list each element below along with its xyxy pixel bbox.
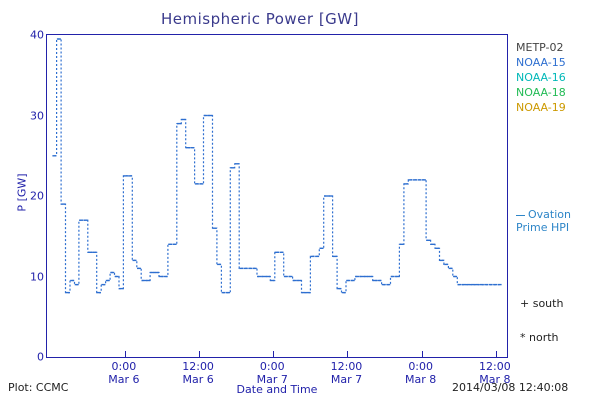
ovation-label-line2: Prime HPI <box>516 221 570 234</box>
x-axis-tick-mark <box>421 351 423 357</box>
x-axis-tick-label: 0:00 Mar 6 <box>89 360 159 386</box>
x-tick-date: Mar 7 <box>256 373 288 386</box>
legend-item-metp-02: METP-02 <box>516 41 564 54</box>
x-axis-tick-mark <box>199 351 201 357</box>
x-tick-date: Mar 6 <box>182 373 214 386</box>
x-tick-time: 0:00 <box>408 360 434 373</box>
y-axis-tick-label: 10 <box>30 270 44 283</box>
x-tick-date: Mar 6 <box>108 373 140 386</box>
x-axis-tick-mark <box>273 351 275 357</box>
x-axis-tick-mark <box>124 351 126 357</box>
x-axis-title: Date and Time <box>236 383 318 396</box>
ovation-label-line1: Ovation <box>528 208 571 221</box>
legend: METP-02 NOAA-15 NOAA-16 NOAA-18 NOAA-19 <box>516 40 600 115</box>
y-axis-tick-label: 0 <box>37 350 44 364</box>
x-axis-tick-label: 12:00 Mar 7 <box>311 360 381 386</box>
x-tick-date: Mar 8 <box>479 373 511 386</box>
x-tick-date: Mar 7 <box>330 373 363 386</box>
legend-item-noaa-18: NOAA-18 <box>516 86 566 99</box>
chart-title: Hemispheric Power [GW] <box>161 10 359 28</box>
plot-frame <box>46 34 508 358</box>
x-axis-tick-label: 0:00 Mar 8 <box>386 360 456 386</box>
x-axis-tick-label: 12:00 Mar 6 <box>163 360 233 386</box>
x-tick-time: 12:00 <box>330 360 363 373</box>
x-tick-time: 12:00 <box>182 360 214 373</box>
legend-item-noaa-15: NOAA-15 <box>516 56 566 69</box>
x-axis-tick-label: 12:00 Mar 8 <box>460 360 530 386</box>
x-axis-tick-label: 0:00 Mar 7 <box>237 360 307 386</box>
legend-ovation-prime: Ovation Prime HPI <box>516 208 600 234</box>
y-axis-tick-label: 30 <box>30 109 44 122</box>
ovation-line-swatch <box>516 214 525 216</box>
plot-area <box>47 35 507 357</box>
footer-plot-credit: Plot: CCMC <box>8 381 69 394</box>
data-series-svg <box>52 38 502 294</box>
legend-marker-north: * north <box>520 331 559 344</box>
series-line-noaa-15 <box>54 38 500 294</box>
footer-timestamp: 2014/03/08 12:40:08 <box>452 381 569 394</box>
y-axis-ticks: 0 10 20 30 40 <box>4 29 44 364</box>
x-tick-time: 12:00 <box>479 360 511 373</box>
x-axis-tick-mark <box>347 351 349 357</box>
legend-item-noaa-19: NOAA-19 <box>516 101 566 114</box>
x-tick-time: 0:00 <box>111 360 137 373</box>
legend-item-noaa-16: NOAA-16 <box>516 71 566 84</box>
y-axis-tick-label: 20 <box>30 189 44 203</box>
y-axis-tick-label: 40 <box>30 28 44 42</box>
x-tick-date: Mar 8 <box>405 373 437 386</box>
x-axis-tick-mark <box>495 351 497 357</box>
x-tick-time: 0:00 <box>259 360 285 373</box>
legend-marker-south: + south <box>520 297 564 310</box>
